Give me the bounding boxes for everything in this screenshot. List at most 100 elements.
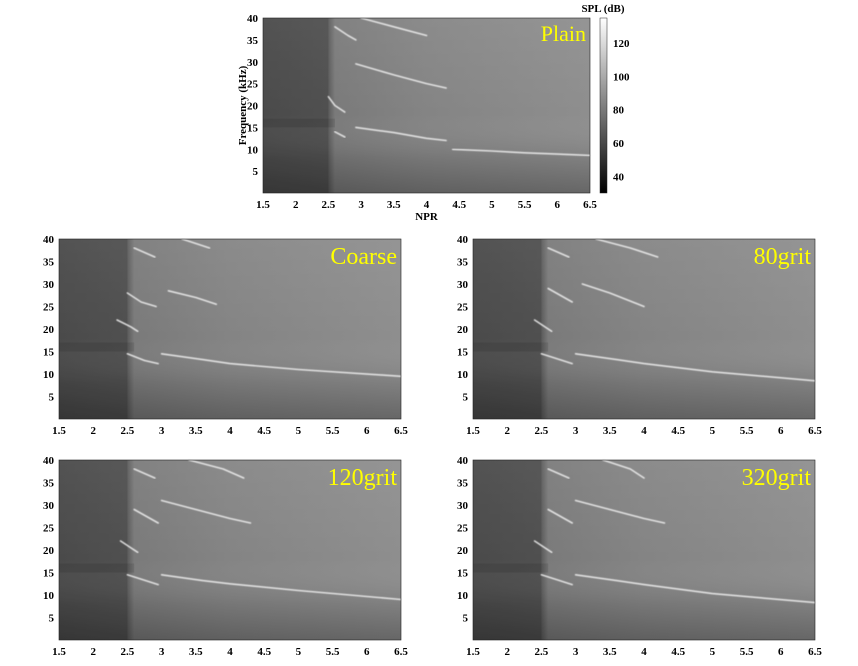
x-tick-label: 6.5 — [808, 646, 822, 658]
y-tick-label: 20 — [43, 545, 55, 557]
tone-line-3 — [547, 508, 573, 524]
y-tick-label: 40 — [43, 234, 55, 246]
tone-line-4 — [160, 574, 402, 601]
tone-line-4 — [355, 63, 447, 89]
x-tick-label: 5.5 — [518, 199, 532, 211]
x-tick-label: 3 — [159, 425, 165, 437]
x-tick-label: 2 — [90, 425, 96, 437]
y-tick-label: 30 — [457, 500, 469, 512]
x-tick-label: 4 — [227, 646, 233, 658]
x-tick-label: 5 — [489, 199, 495, 211]
x-tick-label: 5 — [710, 425, 716, 437]
y-tick-label: 30 — [43, 500, 55, 512]
x-tick-label: 4.5 — [257, 425, 271, 437]
colorbar-tick-label: 80 — [613, 105, 625, 117]
x-tick-label: 4 — [641, 425, 647, 437]
tone-line-1 — [533, 540, 553, 554]
y-tick-label: 40 — [457, 455, 469, 467]
low-npr-band — [473, 460, 542, 640]
colorbar-tick-label: 40 — [613, 171, 625, 183]
x-tick-label: 5.5 — [326, 646, 340, 658]
x-tick-label: 6 — [555, 199, 561, 211]
tone-line-7 — [188, 459, 245, 479]
y-tick-label: 20 — [457, 545, 469, 557]
x-tick-label: 4.5 — [671, 425, 685, 437]
tone-line-5 — [334, 26, 357, 41]
y-tick-label: 35 — [43, 478, 55, 490]
plot-shading — [263, 18, 590, 193]
x-tick-label: 6 — [364, 646, 370, 658]
tone-line-6 — [360, 17, 428, 37]
plot-shading — [59, 239, 401, 419]
x-tick-label: 6 — [778, 425, 784, 437]
x-tick-label: 4.5 — [257, 646, 271, 658]
x-tick-label: 2 — [90, 646, 96, 658]
x-tick-label: 3 — [573, 425, 579, 437]
low-npr-band — [473, 239, 542, 419]
tone-line-6 — [133, 468, 156, 479]
x-tick-label: 5 — [296, 425, 302, 437]
tone-line-1 — [119, 540, 139, 554]
x-tick-label: 4 — [641, 646, 647, 658]
y-tick-label: 40 — [43, 455, 55, 467]
y-tick-label: 10 — [457, 590, 469, 602]
y-tick-label: 15 — [43, 347, 55, 359]
plot-shading — [473, 460, 815, 640]
y-tick-label: 35 — [43, 257, 55, 269]
hum-streak — [473, 342, 549, 352]
x-tick-label: 6 — [364, 425, 370, 437]
panel-label: 120grit — [328, 465, 398, 491]
colorbar-gradient — [599, 17, 608, 194]
x-tick-label: 2 — [504, 425, 510, 437]
x-tick-label: 2.5 — [535, 425, 549, 437]
tone-line-6 — [547, 468, 570, 479]
tone-line-2 — [126, 574, 159, 586]
y-tick-label: 30 — [43, 279, 55, 291]
x-tick-label: 4 — [424, 199, 430, 211]
tone-line-6 — [133, 247, 156, 258]
x-tick-label: 5.5 — [326, 425, 340, 437]
tone-line-3 — [547, 287, 573, 303]
y-tick-label: 5 — [463, 392, 469, 404]
tone-line-1 — [116, 319, 139, 333]
y-tick-label: 10 — [457, 369, 469, 381]
colorbar-tick-label: 60 — [613, 138, 625, 150]
tone-line-1 — [533, 319, 553, 333]
y-tick-label: 10 — [43, 369, 55, 381]
tone-line-6 — [547, 247, 570, 258]
tone-line-2 — [540, 574, 573, 586]
tone-line-4 — [574, 353, 816, 382]
y-tick-label: 5 — [463, 613, 469, 625]
hum-streak — [59, 563, 135, 573]
hum-streak — [263, 118, 335, 128]
x-tick-label: 3 — [573, 646, 579, 658]
tone-line-3 — [133, 508, 159, 524]
plot-frame — [58, 459, 402, 641]
x-tick-label: 1.5 — [52, 646, 66, 658]
x-tick-label: 2 — [504, 646, 510, 658]
x-axis-label: NPR — [415, 211, 439, 223]
x-tick-label: 3 — [159, 646, 165, 658]
x-tick-label: 3.5 — [387, 199, 401, 211]
low-npr-band — [59, 239, 128, 419]
colorbar-label: SPL (dB) — [581, 3, 624, 15]
y-tick-label: 20 — [457, 324, 469, 336]
x-tick-label: 2 — [293, 199, 299, 211]
x-tick-label: 3.5 — [189, 425, 203, 437]
y-tick-label: 15 — [43, 568, 55, 580]
y-tick-label: 5 — [49, 613, 55, 625]
y-tick-label: 10 — [43, 590, 55, 602]
tone-line-5 — [167, 290, 218, 306]
x-tick-label: 4.5 — [671, 646, 685, 658]
hum-streak — [473, 563, 549, 573]
tone-line-4 — [160, 353, 402, 378]
panel-label: Plain — [541, 21, 586, 46]
x-tick-label: 5.5 — [740, 425, 754, 437]
y-tick-label: 25 — [457, 523, 469, 535]
y-tick-label: 35 — [247, 35, 259, 47]
tone-line-5 — [581, 283, 645, 308]
plot-frame — [58, 238, 402, 420]
panel-label: Coarse — [330, 244, 397, 270]
tone-line-7 — [451, 148, 591, 157]
spectrogram-panel-320grit: 1.5 2 2.5 3 3.5 4 4.5 5 5.5 6 6.5 5 10 15 20 25 30 35 40 32… — [457, 455, 822, 658]
